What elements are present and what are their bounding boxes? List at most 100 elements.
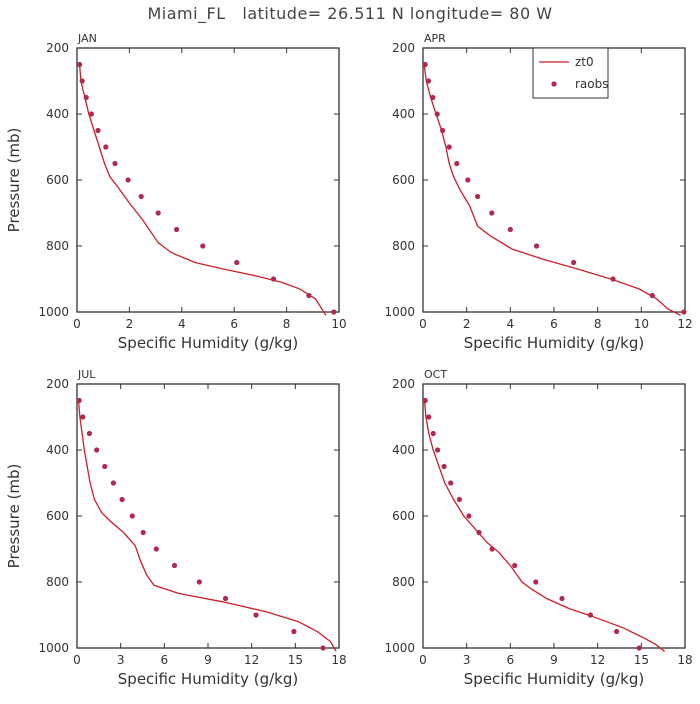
- x-tick-label: 3: [117, 653, 125, 667]
- y-tick-label: 1000: [38, 641, 69, 655]
- data-point-raobs: [533, 579, 539, 585]
- y-tick-label: 1000: [384, 641, 415, 655]
- data-point-raobs: [476, 529, 482, 536]
- y-tick-label: 1000: [38, 305, 69, 319]
- legend: zt0 raobs: [532, 47, 609, 99]
- y-tick-label: 400: [46, 107, 69, 121]
- data-point-raobs: [103, 144, 109, 150]
- data-point-raobs: [430, 430, 436, 437]
- x-tick-label: 2: [463, 317, 471, 331]
- y-tick-label: 600: [46, 509, 69, 523]
- data-point-raobs: [88, 111, 94, 117]
- data-point-raobs: [95, 127, 101, 134]
- data-point-raobs: [77, 61, 83, 68]
- data-point-raobs: [426, 414, 432, 420]
- data-point-raobs: [475, 193, 481, 200]
- x-tick-label: 12: [677, 317, 692, 331]
- data-point-raobs: [86, 430, 92, 437]
- data-point-raobs: [636, 645, 642, 651]
- data-point-raobs: [200, 243, 206, 249]
- series-line-zt0: [78, 64, 327, 316]
- data-point-raobs: [270, 276, 277, 282]
- data-point-raobs: [465, 177, 471, 183]
- x-tick-label: 4: [178, 317, 186, 331]
- y-tick-label: 200: [392, 377, 415, 391]
- y-axis-label: Pressure (mb): [5, 128, 23, 233]
- x-tick-label: 6: [550, 317, 558, 331]
- data-point-raobs: [138, 193, 144, 200]
- data-point-raobs: [649, 292, 655, 299]
- data-point-raobs: [489, 546, 495, 552]
- legend-box: [532, 47, 609, 99]
- data-point-raobs: [434, 111, 440, 117]
- data-point-raobs: [155, 210, 161, 216]
- data-point-raobs: [512, 562, 518, 569]
- x-tick-label: 15: [634, 653, 649, 667]
- panel-label: JAN: [77, 32, 97, 45]
- data-point-raobs: [234, 259, 240, 266]
- data-point-raobs: [306, 292, 312, 299]
- y-tick-label: 200: [392, 41, 415, 55]
- y-tick-label: 800: [46, 575, 69, 589]
- x-tick-label: 12: [244, 653, 259, 667]
- data-point-raobs: [610, 276, 616, 282]
- data-point-raobs: [681, 309, 687, 315]
- data-point-raobs: [171, 562, 178, 569]
- data-point-raobs: [174, 226, 180, 233]
- data-point-raobs: [456, 496, 462, 503]
- x-tick-label: 6: [230, 317, 238, 331]
- data-point-raobs: [571, 259, 577, 266]
- data-point-raobs: [446, 144, 452, 150]
- x-axis-label: Specific Humidity (g/kg): [118, 670, 298, 688]
- x-tick-label: 6: [161, 653, 169, 667]
- data-point-raobs: [448, 480, 454, 486]
- data-point-raobs: [222, 595, 229, 602]
- series-line-zt0: [423, 400, 665, 652]
- data-point-raobs: [112, 160, 118, 167]
- data-point-raobs: [489, 210, 495, 216]
- panel-oct: OCT 0 3 6 9 12 15 18 200 400 600 800 1000 Specific Hu…: [384, 368, 692, 688]
- data-point-raobs: [253, 612, 259, 618]
- data-point-raobs: [129, 513, 135, 519]
- x-tick-label: 8: [283, 317, 291, 331]
- data-point-raobs: [435, 447, 441, 453]
- y-tick-label: 400: [392, 107, 415, 121]
- x-axis-label: Specific Humidity (g/kg): [464, 334, 644, 352]
- y-tick-label: 400: [392, 443, 415, 457]
- y-tick-label: 600: [392, 509, 415, 523]
- data-point-raobs: [331, 309, 337, 315]
- x-tick-label: 15: [288, 653, 303, 667]
- x-axis-label: Specific Humidity (g/kg): [464, 670, 644, 688]
- data-point-raobs: [425, 78, 432, 84]
- data-point-raobs: [614, 628, 620, 635]
- panel-jul: JUL 0 3 6 9 12 15 18 200 400 600 800 1000 Specific Hu…: [5, 368, 347, 688]
- plot-frame: [76, 383, 340, 649]
- y-tick-label: 200: [46, 377, 69, 391]
- panel-label: OCT: [424, 368, 447, 381]
- y-axis-label: Pressure (mb): [5, 464, 23, 569]
- panel-label: APR: [424, 32, 446, 45]
- legend-label: raobs: [575, 77, 609, 91]
- data-point-raobs: [79, 78, 85, 84]
- legend-swatch-point: [551, 81, 557, 87]
- y-tick-label: 400: [46, 443, 69, 457]
- data-point-raobs: [153, 546, 159, 552]
- data-point-raobs: [110, 480, 116, 486]
- data-point-raobs: [196, 579, 202, 585]
- plot-frame: [422, 383, 686, 649]
- x-tick-label: 0: [73, 653, 81, 667]
- x-tick-label: 18: [331, 653, 346, 667]
- data-point-raobs: [80, 414, 86, 420]
- panel-apr: APR 0 2 4 6 8 10 12 200 400 600 800 1000 Specific Hum…: [384, 32, 692, 352]
- data-point-raobs: [430, 94, 436, 101]
- data-point-raobs: [441, 463, 447, 470]
- data-point-raobs: [83, 94, 89, 101]
- y-tick-label: 800: [392, 575, 415, 589]
- data-point-raobs: [440, 127, 446, 134]
- data-point-raobs: [76, 397, 82, 404]
- x-tick-label: 3: [463, 653, 471, 667]
- x-axis-label: Specific Humidity (g/kg): [118, 334, 298, 352]
- y-tick-label: 200: [46, 41, 69, 55]
- data-point-raobs: [94, 447, 100, 453]
- x-tick-label: 6: [507, 653, 515, 667]
